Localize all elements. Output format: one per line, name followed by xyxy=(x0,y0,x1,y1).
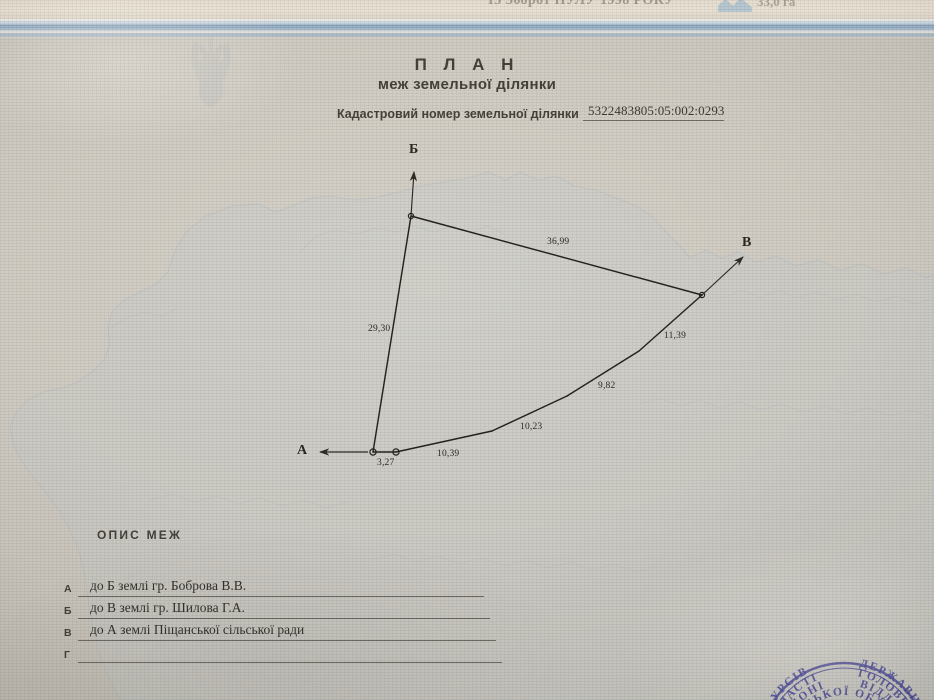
blue-separator-band xyxy=(0,19,934,33)
segment-b-to-v xyxy=(410,215,703,296)
point-label-b: Б xyxy=(409,142,419,157)
boundary-row-text: до А землі Піщанської сільської ради xyxy=(90,622,305,637)
boundary-row-key: В xyxy=(64,627,72,639)
dimension-9-82: 9,82 xyxy=(598,381,616,391)
cadastral-number-underline xyxy=(583,120,724,121)
blue-separator-band-secondary xyxy=(0,33,934,38)
official-round-stamp: РЕСУРСІВ ДЕРЖАВНИЙ ОБЛАСТІ ГОЛОВНЕ УП РА… xyxy=(744,617,930,700)
page-title: П Л А Н xyxy=(414,55,520,74)
cadastral-number-label: Кадастровий номер земельної ділянки xyxy=(337,107,579,121)
cadastral-number-value: 5322483805:05:002:0293 xyxy=(588,103,725,118)
boundary-row: А до Б землі гр. Боброва В.В. xyxy=(64,578,494,600)
dimension-10-39: 10,39 xyxy=(437,449,460,459)
cut-off-text: ІЗ Зборот ПУЛУ 1998 РОКУ xyxy=(488,0,675,8)
band-line-1 xyxy=(0,25,934,27)
boundary-row-rule xyxy=(78,640,496,641)
segment-p1-to-p2 xyxy=(566,350,640,397)
segment-v-to-p1 xyxy=(638,294,703,352)
vertex-p4-marker xyxy=(392,448,400,456)
segment-p2-to-p3 xyxy=(491,395,568,432)
leader-to-v xyxy=(701,256,744,296)
boundary-row-text: до В землі гр. Шилова Г.А. xyxy=(90,600,245,615)
boundary-row: Б до В землі гр. Шилова Г.А. xyxy=(64,600,494,622)
cut-off-sheet-above: ІЗ Зборот ПУЛУ 1998 РОКУ 33,0 га xyxy=(0,0,934,19)
boundary-row-key: А xyxy=(64,583,72,595)
boundary-row-rule xyxy=(78,596,484,597)
dimension-29-30: 29,30 xyxy=(368,324,391,334)
vertex-a-marker xyxy=(369,448,377,456)
dimension-10-23: 10,23 xyxy=(520,422,543,432)
boundary-row-rule xyxy=(78,618,490,619)
dimension-11-39: 11,39 xyxy=(664,331,687,341)
boundary-row: В до А землі Піщанської сільської ради xyxy=(64,622,496,644)
page-subtitle: меж земельної ділянки xyxy=(377,76,557,93)
cut-off-blue-mark xyxy=(718,0,752,12)
vertex-v-marker xyxy=(698,291,706,299)
boundary-row-key: Б xyxy=(64,605,72,617)
boundary-description-heading: ОПИС МЕЖ xyxy=(97,528,183,542)
band-line-2 xyxy=(0,29,934,31)
point-label-a: А xyxy=(297,443,308,458)
boundary-row: Г xyxy=(64,644,502,666)
dimension-36-99: 36,99 xyxy=(547,237,570,247)
boundary-row-rule xyxy=(78,662,502,663)
point-label-v: В xyxy=(742,235,752,250)
dimension-3-27: 3,27 xyxy=(377,458,395,468)
ukraine-trident-watermark xyxy=(191,36,231,108)
segment-p3-to-p4 xyxy=(395,430,493,453)
boundary-row-key: Г xyxy=(64,649,70,661)
cut-off-area-value: 33,0 га xyxy=(757,0,796,9)
boundary-row-text: до Б землі гр. Боброва В.В. xyxy=(90,578,247,593)
segment-b-to-a xyxy=(372,215,412,453)
leader-to-b xyxy=(409,170,418,217)
cadastral-number-row: Кадастровий номер земельної ділянки 5322… xyxy=(337,103,757,126)
